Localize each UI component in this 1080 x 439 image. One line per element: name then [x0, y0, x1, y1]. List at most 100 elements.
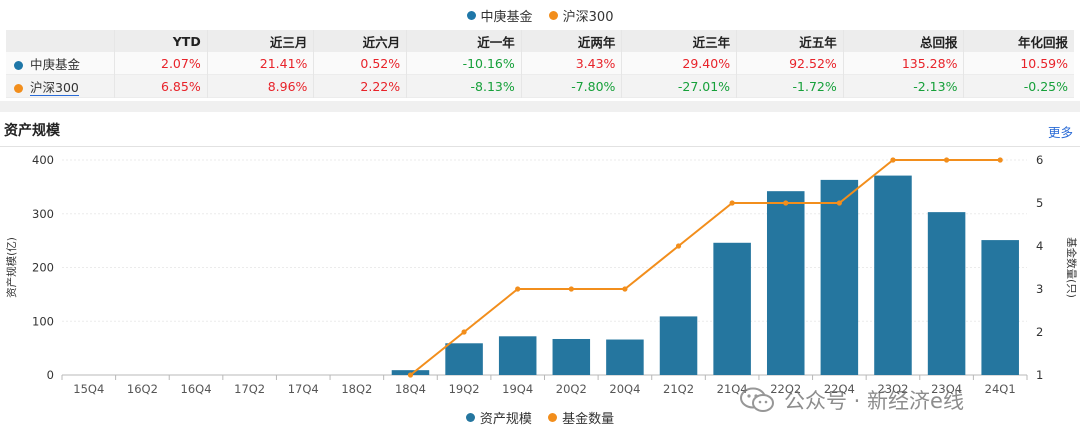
- row-name-fund: 中庚基金: [6, 52, 115, 75]
- y-tick-label: 100: [32, 314, 54, 328]
- table-cell: -2.13%: [843, 74, 965, 98]
- legend-label-count: 基金数量: [562, 412, 615, 427]
- legend-label-index: 沪深300: [562, 10, 614, 25]
- y2-tick-label: 3: [1036, 282, 1043, 296]
- row-dot-fund: [14, 60, 23, 70]
- row-dot-index: [14, 83, 23, 93]
- point-fund-count: [890, 157, 896, 163]
- point-fund-count: [729, 200, 735, 206]
- y2-tick-label: 2: [1036, 325, 1043, 339]
- table-cell: 92.52%: [736, 52, 844, 75]
- watermark-text: 公众号 · 新经济e线: [784, 389, 964, 413]
- section-title: 资产规模: [4, 123, 60, 139]
- x-tick-label: 22Q2: [770, 382, 801, 396]
- legend-item-count[interactable]: 基金数量: [548, 408, 614, 427]
- title-rule: [0, 146, 1080, 147]
- row-label-fund: 中庚基金: [30, 56, 81, 72]
- point-fund-count: [407, 372, 414, 378]
- bar-asset-scale: [445, 343, 483, 375]
- y2-axis-label: 基金数量(只): [1065, 237, 1078, 298]
- y2-tick-label: 6: [1036, 153, 1043, 167]
- table-cell: 2.07%: [114, 52, 208, 75]
- x-tick-label: 20Q4: [609, 382, 640, 396]
- more-link[interactable]: 更多: [1047, 125, 1073, 140]
- table-cell: -10.16%: [406, 52, 522, 75]
- bar-asset-scale: [874, 175, 912, 375]
- table-cell: -27.01%: [621, 74, 738, 98]
- x-tick-label: 19Q4: [502, 382, 533, 396]
- x-tick-label: 23Q4: [931, 382, 962, 396]
- table-cell: 135.28%: [843, 52, 965, 75]
- y-tick-label: 200: [32, 261, 54, 275]
- bar-asset-scale: [927, 212, 966, 375]
- legend-dot-fund: [466, 11, 476, 20]
- line-fund-count: [409, 159, 1001, 376]
- y-tick-label: 400: [32, 153, 54, 167]
- x-tick-label: 22Q4: [824, 382, 855, 396]
- table-cell: 10.59%: [1020, 55, 1068, 71]
- table-cell: 8.96%: [207, 74, 315, 98]
- table-cell: 0.52%: [313, 52, 408, 75]
- header-6m: 近六月: [313, 30, 408, 52]
- x-tick-label: 19Q2: [449, 382, 480, 396]
- x-tick-label: 18Q4: [395, 382, 426, 396]
- asset-scale-chart: 0 100 200 300 400 1 2 3 4 5 6 资产规模(亿) 基金数量(只) 15Q4 16Q…: [5, 153, 1078, 396]
- table-cell: 29.40%: [621, 52, 738, 75]
- table-cell: 21.41%: [207, 52, 315, 75]
- table-row: 中庚基金 2.07% 21.41% 0.52% -10.16% 3.43% 29…: [6, 52, 1074, 75]
- chart-legend: 资产规模 基金数量: [0, 408, 1080, 427]
- watermark: 公众号 · 新经济e线: [740, 385, 964, 415]
- point-fund-count: [568, 286, 574, 292]
- table-cell: -7.80%: [521, 74, 623, 98]
- x-tick-label: 17Q4: [288, 382, 319, 396]
- table-cell: 3.43%: [521, 52, 623, 75]
- legend-dot-index: [548, 11, 558, 20]
- table-cell: -0.25%: [1023, 78, 1068, 94]
- bar-asset-scale: [606, 339, 644, 375]
- y2-tick-label: 4: [1036, 239, 1043, 253]
- table-cell: -8.13%: [406, 74, 522, 98]
- header-total: 总回报: [843, 30, 965, 52]
- x-tick-label: 21Q4: [717, 382, 748, 396]
- wechat-icon: [740, 387, 774, 412]
- x-tick-label: 24Q1: [985, 382, 1016, 396]
- header-annual: 年化回报: [1017, 34, 1068, 50]
- point-fund-count: [622, 286, 628, 292]
- table-header-row: YTD 近三月 近六月 近一年 近两年 近三年 近五年 总回报 年化回报: [6, 30, 1074, 52]
- row-name-index[interactable]: 沪深300: [6, 74, 115, 98]
- bar-asset-scale: [713, 242, 751, 375]
- legend-label-fund: 中庚基金: [480, 10, 533, 25]
- table-cell: -1.72%: [736, 74, 844, 98]
- bar-asset-scale: [820, 179, 859, 375]
- header-ytd: YTD: [114, 30, 208, 52]
- header-1y: 近一年: [406, 30, 522, 52]
- header-3m: 近三月: [207, 30, 315, 52]
- legend-dot-asset: [465, 413, 475, 422]
- table-cell: 2.22%: [313, 74, 408, 98]
- point-fund-count: [515, 286, 521, 292]
- row-label-index-link[interactable]: 沪深300: [30, 79, 79, 96]
- table-row: 沪深300 6.85% 8.96% 2.22% -8.13% -7.80% -2…: [6, 74, 1074, 98]
- x-tick-label: 20Q2: [556, 382, 587, 396]
- y-tick-label: 0: [47, 368, 54, 382]
- legend-item-asset[interactable]: 资产规模: [465, 408, 532, 427]
- bar-asset-scale: [766, 191, 805, 375]
- legend-item-fund[interactable]: 中庚基金: [466, 6, 533, 25]
- legend-label-asset: 资产规模: [479, 412, 532, 427]
- point-fund-count: [943, 157, 950, 163]
- bar-asset-scale: [981, 240, 1019, 375]
- top-legend: 中庚基金 沪深300: [0, 6, 1080, 25]
- point-fund-count: [783, 200, 789, 206]
- table-cell: 6.85%: [114, 74, 208, 98]
- bar-asset-scale: [552, 338, 591, 375]
- header-name: [6, 30, 115, 52]
- point-fund-count: [997, 157, 1003, 163]
- legend-item-index[interactable]: 沪深300: [548, 6, 614, 25]
- section-divider: [0, 101, 1080, 112]
- y2-tick-label: 5: [1036, 196, 1043, 210]
- x-tick-label: 16Q4: [181, 382, 212, 396]
- point-fund-count: [836, 200, 842, 206]
- x-tick-label: 23Q2: [877, 382, 908, 396]
- header-3y: 近三年: [621, 30, 738, 52]
- performance-table: YTD 近三月 近六月 近一年 近两年 近三年 近五年 总回报 年化回报 中庚基…: [6, 30, 1074, 98]
